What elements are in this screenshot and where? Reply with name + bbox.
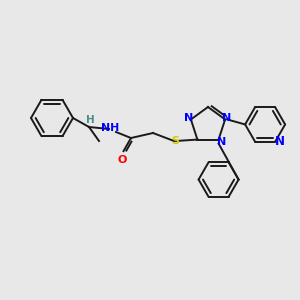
Text: N: N — [184, 113, 194, 123]
Text: N: N — [217, 136, 226, 147]
Text: N: N — [275, 135, 285, 148]
Text: H: H — [85, 115, 94, 125]
Text: O: O — [117, 155, 127, 165]
Text: S: S — [171, 136, 179, 146]
Text: NH: NH — [101, 123, 119, 133]
Text: N: N — [223, 113, 232, 123]
